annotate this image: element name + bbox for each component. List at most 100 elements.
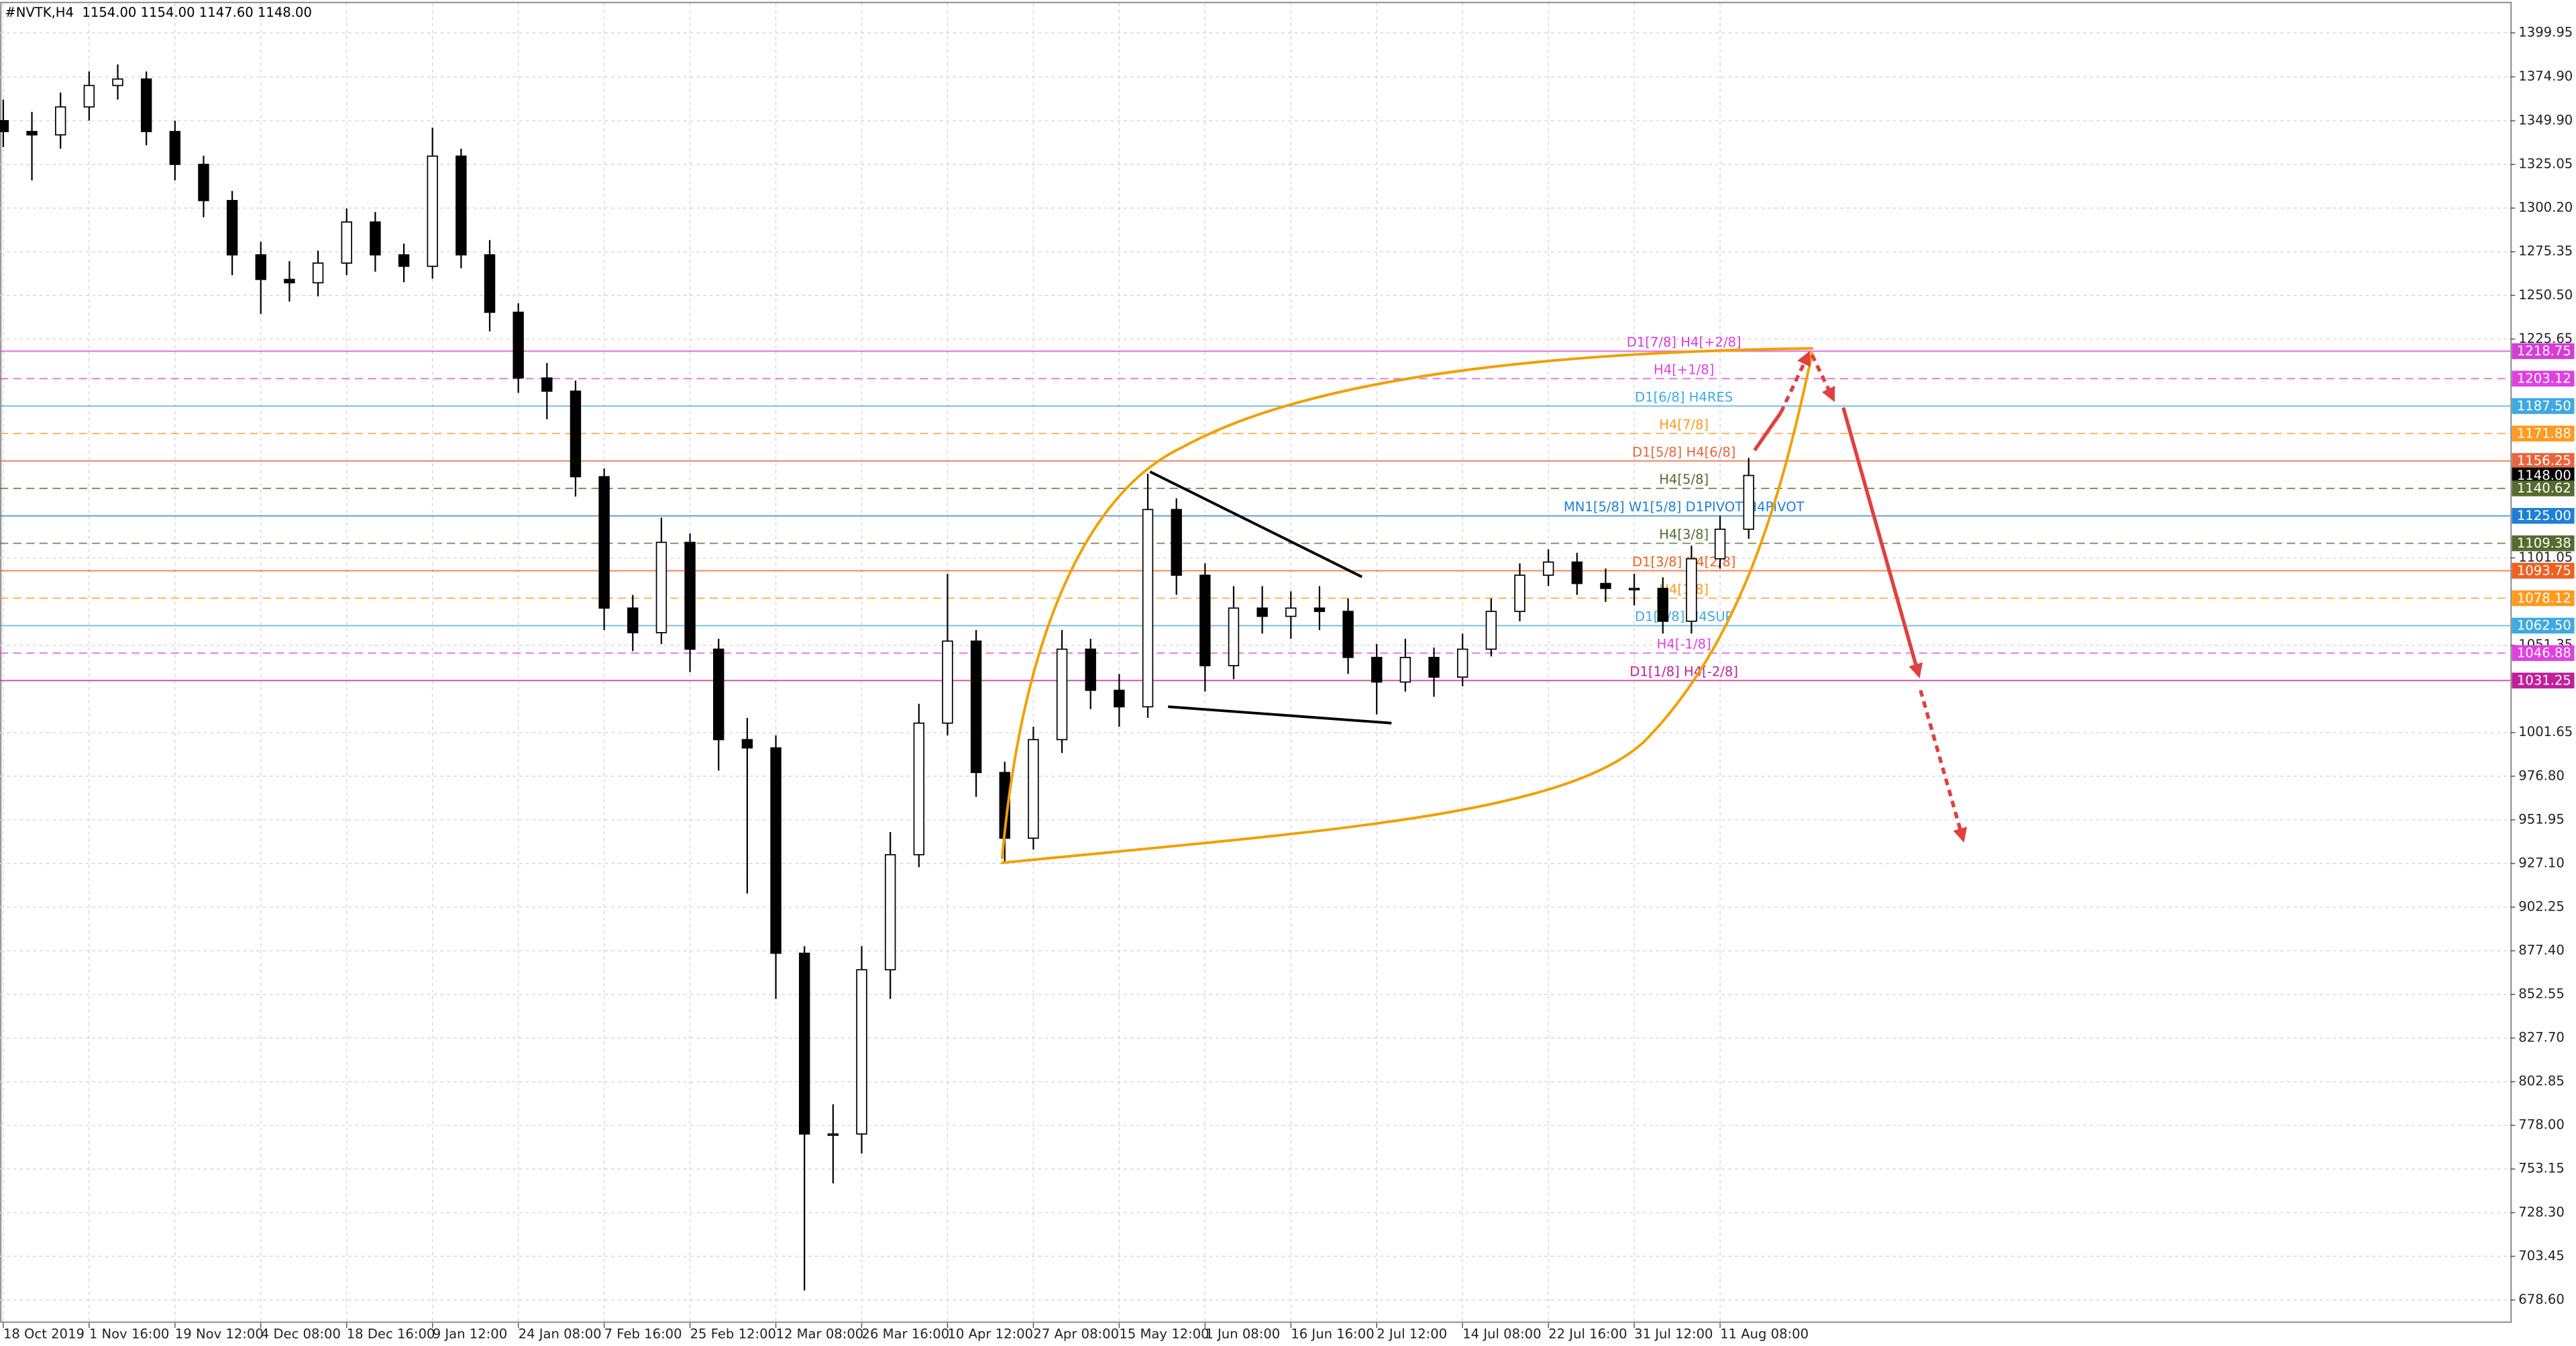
level-label: H4[7/8] — [1659, 417, 1709, 432]
price-tag-label: 1093.75 — [2517, 563, 2571, 578]
y-tick-label: 852.55 — [2518, 986, 2565, 1002]
arrow — [1841, 407, 1923, 678]
x-tick-label: 19 Nov 12:00 — [175, 1326, 264, 1341]
price-tag-label: 1148.00 — [2517, 468, 2571, 483]
candle-body — [1199, 574, 1211, 666]
arrow — [1810, 354, 1835, 403]
candle-body — [570, 391, 582, 478]
x-tick-label: 12 Mar 08:00 — [776, 1326, 864, 1341]
x-tick-label: 24 Jan 08:00 — [519, 1326, 602, 1341]
candle-body — [1542, 561, 1554, 576]
candle-body — [856, 969, 867, 1135]
candle-body — [1371, 656, 1383, 683]
candle-body — [1714, 528, 1726, 560]
levels: D1[7/8] H4[+2/8] H4[+1/8] D1[6/8] H4RES H4[… — [0, 335, 2511, 682]
price-tag-label: 1125.00 — [2517, 508, 2571, 523]
candle-body — [627, 607, 639, 633]
y-tick-label: 703.45 — [2518, 1248, 2565, 1263]
candle-body — [541, 377, 553, 392]
candle-body — [140, 78, 152, 132]
y-tick-label: 1250.50 — [2518, 287, 2573, 303]
price-tag — [2512, 425, 2575, 442]
x-tick-label: 15 May 12:00 — [1119, 1326, 1209, 1341]
y-tick-label: 753.15 — [2518, 1161, 2565, 1176]
candle-body — [913, 722, 925, 856]
x-tick-label: 7 Feb 16:00 — [604, 1326, 682, 1341]
price-tag-label: 1078.12 — [2517, 590, 2571, 606]
candle-body — [1457, 648, 1468, 678]
candle-body — [1256, 607, 1268, 617]
y-tick-label: 902.25 — [2518, 898, 2565, 914]
x-tick-label: 14 Jul 08:00 — [1462, 1326, 1541, 1341]
candle-body — [713, 648, 724, 741]
candle-body — [1571, 561, 1583, 584]
price-tag — [2512, 617, 2575, 634]
candle-body — [1171, 509, 1182, 576]
candle-body — [169, 131, 181, 165]
candle-body — [1485, 611, 1497, 650]
x-tick-label: 22 Jul 16:00 — [1548, 1326, 1627, 1341]
y-tick-label: 678.60 — [2518, 1292, 2565, 1307]
x-tick-label: 18 Oct 2019 — [3, 1326, 85, 1341]
y-tick-label: 1325.05 — [2518, 156, 2573, 172]
x-tick-label: 27 Apr 08:00 — [1033, 1326, 1119, 1341]
y-tick-label: 728.30 — [2518, 1204, 2565, 1220]
candle-body — [1056, 648, 1068, 741]
candle-body — [1142, 509, 1154, 708]
price-tag — [2512, 453, 2575, 469]
level-label: H4[+1/8] — [1654, 362, 1714, 378]
x-tick-label: 26 Mar 16:00 — [861, 1326, 949, 1341]
price-tag — [2512, 398, 2575, 414]
level-label: D1[3/8] H4[2/8] — [1632, 554, 1736, 570]
price-tag — [2512, 467, 2575, 484]
y-tick-label: 778.00 — [2518, 1117, 2565, 1133]
candle-body — [970, 640, 982, 774]
y-tick-label: 1225.65 — [2518, 331, 2573, 346]
price-tag-label: 1171.88 — [2517, 425, 2571, 441]
price-tag-label: 1046.88 — [2517, 645, 2571, 661]
candle-body — [1514, 574, 1525, 613]
x-tick-label: 31 Jul 12:00 — [1634, 1326, 1713, 1341]
arrow — [1919, 689, 1968, 843]
candle-body — [284, 278, 295, 284]
annotations — [1000, 347, 1968, 864]
y-tick-label: 976.80 — [2518, 768, 2565, 783]
arrow — [1753, 411, 1782, 452]
y-tick-label: 877.40 — [2518, 942, 2565, 957]
y-tick-label: 802.85 — [2518, 1074, 2565, 1089]
level-label: H4[3/8] — [1659, 527, 1709, 542]
candle-body — [55, 106, 66, 136]
candle-body — [513, 311, 524, 379]
candle-body — [798, 952, 810, 1135]
y-tick-label: 951.95 — [2518, 811, 2565, 827]
candle-body — [341, 221, 352, 264]
price-tag — [2512, 562, 2575, 579]
price-tag-label: 1218.75 — [2517, 344, 2571, 359]
level-label: D1[5/8] H4[6/8] — [1632, 444, 1736, 460]
price-tag-label: 1109.38 — [2517, 535, 2571, 551]
trend-line — [1168, 705, 1392, 725]
candle-body — [1028, 739, 1039, 839]
arc-upper — [1000, 347, 1814, 860]
x-tick-label: 2 Jul 12:00 — [1377, 1326, 1447, 1341]
candle-body — [427, 155, 438, 267]
x-tick-label: 18 Dec 16:00 — [347, 1326, 435, 1341]
candle-body — [226, 200, 238, 256]
price-tag-label: 1203.12 — [2517, 371, 2571, 386]
candle-body — [1285, 607, 1297, 617]
candle-body — [83, 85, 95, 108]
x-tick-label: 4 Dec 08:00 — [261, 1326, 341, 1341]
candle-body — [484, 254, 496, 313]
candle-body — [1313, 607, 1326, 613]
candle-body — [1743, 474, 1754, 530]
level-label: H4[5/8] — [1659, 472, 1709, 487]
candle-body — [1600, 582, 1611, 589]
candle-body — [198, 164, 209, 201]
price-tag — [2512, 343, 2575, 360]
candle-body — [0, 119, 9, 132]
price-tag-label: 1062.50 — [2517, 618, 2571, 633]
arc-lower — [1000, 352, 1814, 864]
candle-body — [770, 747, 782, 954]
